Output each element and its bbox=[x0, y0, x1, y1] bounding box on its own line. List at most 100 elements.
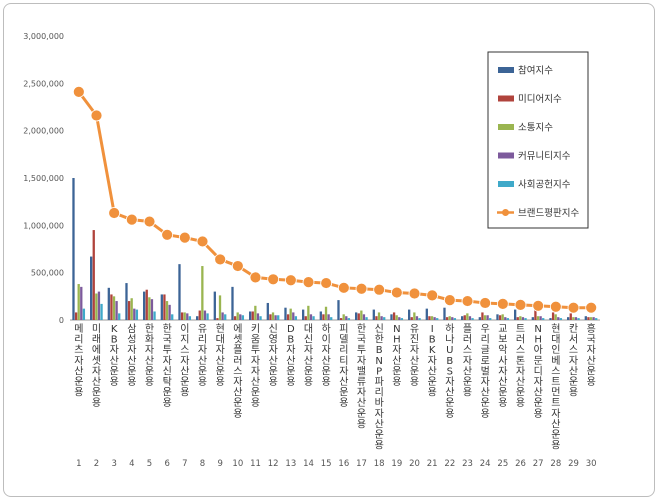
bar-series-3-27 bbox=[536, 316, 540, 320]
bar-series-3-8 bbox=[201, 266, 204, 320]
bar-series-4-19 bbox=[398, 317, 401, 320]
bar-series-5-21 bbox=[436, 318, 439, 320]
rank-label: 22 bbox=[444, 459, 455, 469]
bar-series-1-24 bbox=[478, 317, 481, 320]
bar-series-2-17 bbox=[357, 313, 360, 320]
legend-swatch bbox=[498, 95, 514, 102]
bar-series-5-25 bbox=[506, 318, 510, 320]
legend-box bbox=[487, 51, 589, 229]
bar-series-3-28 bbox=[554, 314, 557, 320]
brand-index-point-25 bbox=[496, 298, 509, 310]
bar-series-1-13 bbox=[284, 307, 287, 320]
bar-series-1-3 bbox=[107, 287, 110, 320]
rank-label: 2 bbox=[94, 459, 99, 469]
brand-index-point-29 bbox=[567, 301, 580, 314]
bar-series-4-30 bbox=[592, 317, 595, 320]
bar-series-2-21 bbox=[428, 316, 431, 320]
legend-swatch bbox=[498, 152, 514, 159]
rank-label: 29 bbox=[568, 459, 579, 469]
rank-label: 9 bbox=[217, 459, 222, 469]
brand-index-point-10 bbox=[231, 260, 244, 272]
bar-series-5-15 bbox=[330, 317, 333, 320]
rank-label: 3 bbox=[111, 459, 116, 469]
rank-label: 17 bbox=[356, 459, 367, 469]
rank-label: 28 bbox=[550, 459, 561, 469]
bar-series-4-28 bbox=[557, 317, 560, 320]
brand-index-point-12 bbox=[267, 273, 280, 286]
bar-series-5-24 bbox=[489, 318, 492, 320]
bar-series-3-14 bbox=[307, 305, 310, 320]
y-tick-label: 500,000 bbox=[31, 269, 64, 278]
bar-series-3-2 bbox=[95, 293, 98, 320]
bar-series-5-28 bbox=[559, 318, 563, 320]
y-tick-label: 2,000,000 bbox=[23, 127, 64, 136]
bar-series-1-11 bbox=[249, 311, 252, 320]
y-tick-label: 0 bbox=[59, 316, 64, 325]
y-tick-label: 1,000,000 bbox=[23, 221, 64, 230]
brand-index-point-3 bbox=[108, 207, 121, 219]
bar-series-2-18 bbox=[375, 316, 378, 320]
rank-label: 21 bbox=[427, 459, 438, 469]
rank-label: 1 bbox=[76, 459, 81, 469]
bar-series-5-2 bbox=[100, 303, 103, 320]
bar-series-3-6 bbox=[165, 301, 169, 320]
bar-series-4-3 bbox=[115, 301, 118, 320]
bar-series-4-25 bbox=[504, 317, 507, 320]
bar-series-3-18 bbox=[377, 312, 381, 320]
bar-series-1-30 bbox=[584, 316, 587, 320]
rank-label: 26 bbox=[515, 459, 526, 469]
brand-index-point-5 bbox=[143, 215, 156, 228]
bar-series-4-4 bbox=[133, 308, 136, 320]
bar-series-5-16 bbox=[347, 318, 351, 320]
legend-label: 사회공헌지수 bbox=[518, 180, 571, 191]
bar-series-1-23 bbox=[461, 316, 464, 320]
bar-series-4-10 bbox=[239, 314, 242, 320]
brand-index-point-4 bbox=[125, 213, 138, 226]
bar-series-2-5 bbox=[145, 289, 148, 320]
bar-series-1-25 bbox=[496, 314, 499, 320]
bar-series-2-6 bbox=[163, 294, 166, 320]
bar-series-2-19 bbox=[392, 312, 396, 320]
legend-swatch bbox=[498, 181, 514, 187]
legend-label: 참여지수 bbox=[518, 65, 553, 77]
bar-series-1-12 bbox=[266, 302, 269, 320]
bar-series-2-12 bbox=[269, 314, 272, 320]
brand-index-point-22 bbox=[443, 294, 456, 307]
rank-label: 14 bbox=[303, 459, 314, 469]
bar-series-5-19 bbox=[400, 318, 404, 320]
chart-frame bbox=[3, 3, 655, 497]
bar-series-5-30 bbox=[595, 318, 598, 320]
bar-series-1-18 bbox=[372, 309, 375, 320]
bar-series-1-5 bbox=[143, 291, 146, 320]
brand-index-point-13 bbox=[284, 274, 297, 287]
bar-series-1-1 bbox=[72, 178, 75, 320]
brand-index-point-27 bbox=[532, 299, 545, 312]
bar-series-5-5 bbox=[153, 311, 156, 320]
brand-index-point-6 bbox=[161, 228, 174, 241]
bar-series-1-4 bbox=[125, 283, 128, 320]
bar-series-5-10 bbox=[241, 315, 245, 320]
bar-series-4-20 bbox=[415, 316, 419, 320]
bar-series-3-22 bbox=[448, 316, 451, 320]
bar-series-1-16 bbox=[337, 300, 340, 320]
bar-series-4-11 bbox=[256, 313, 260, 320]
bar-series-4-27 bbox=[539, 316, 542, 320]
legend-label: 미디어지수 bbox=[518, 94, 562, 105]
bar-series-3-17 bbox=[360, 310, 363, 320]
